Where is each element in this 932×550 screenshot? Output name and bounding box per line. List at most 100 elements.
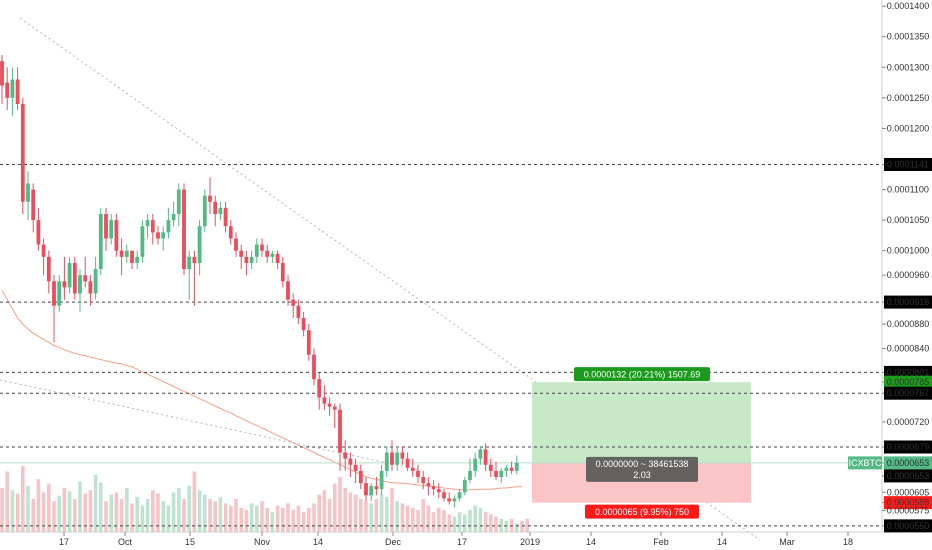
time-axis[interactable]: 17 Oct 15 Nov 14 Dec 17 2019 14 Feb 14 Mar 18 [0,531,882,547]
trend-line-lower[interactable] [0,379,421,471]
volume-bar [525,518,529,532]
volume-bar [239,507,243,532]
candle-body [395,452,400,465]
candle-body [358,470,363,484]
volume-bar [36,479,41,532]
volume-bar [208,499,212,532]
price-label-box [884,519,932,533]
candle-body [327,403,332,407]
time-tick-label: 14 [313,537,323,547]
volume-bar [385,496,389,532]
volume-bar [161,501,165,532]
volume-bar [244,510,249,532]
volume-bar [317,494,321,532]
candle-body [296,305,301,318]
candle-body [98,214,103,270]
candle-body [312,354,316,380]
candle-body [400,452,405,459]
volume-bar [78,481,82,532]
trend-line-upper[interactable] [19,17,761,541]
volume-bar [234,499,238,532]
horizontal-levels [0,163,882,527]
volume-bar [395,501,399,532]
price-tick-label: 0.0001400 [887,1,930,11]
candle-body [499,470,504,477]
candle-body [338,409,342,453]
candle-body [379,470,384,490]
volume-bar [374,499,379,532]
price-label-box [884,440,932,454]
volume-bar [281,507,285,532]
candle-body [488,464,493,471]
volume-bar [10,490,15,532]
candle-body [67,262,72,288]
price-axis[interactable]: 0.0001400 0.0001350 0.0001300 0.0001250 0.00… [881,0,932,533]
volume-bar [333,483,337,532]
candle-body [306,330,311,355]
price-tick-label: 0.0000575 [887,506,930,516]
time-tick-label: Feb [653,537,669,547]
candle-body [317,379,322,398]
volume-bar [307,507,311,532]
volume-bar [437,507,441,532]
candle-body [421,476,426,484]
volume-bar [171,492,176,532]
candle-body [494,470,498,477]
volume-bar [515,523,519,532]
profit-zone[interactable] [532,382,751,463]
volume-bar [275,505,280,532]
volume-bar [265,507,269,532]
volume-bar [130,503,134,532]
volume-bar [296,505,301,532]
volume-bar [47,483,51,532]
candle-body [468,470,472,481]
price-tick-label: 0.0000960 [887,270,930,280]
long-position-tool[interactable] [0,382,882,503]
volume-bar [312,503,316,532]
candle-body [462,480,467,493]
stop-label: 0.0000065 (9.95%) 750 [595,507,689,517]
price-tick-label: 0.0000588 [887,498,930,508]
price-label-box [884,375,932,389]
time-tick-label: 18 [843,537,853,547]
candle-body [78,275,82,294]
volume-bar [249,503,254,532]
time-tick-label: 14 [586,537,596,547]
volume-bar [62,488,67,532]
price-tick-label: 0.0001300 [887,62,930,72]
volume-bar [447,514,451,532]
volume-bar [359,499,363,532]
volume-bar [499,518,503,532]
candle-body [150,220,155,233]
volume-bar [286,503,290,532]
info-label-line2: 2.03 [633,470,651,480]
price-label-box [884,456,932,470]
volume-bar [203,494,207,532]
candle-body [135,256,140,263]
candle-body [478,449,483,459]
volume-bar [187,485,191,532]
volume-bar [452,516,457,532]
volume-bar [151,490,155,532]
price-label-box [884,365,932,379]
volume-bar [405,505,410,532]
volume-bar [327,499,332,532]
volume-bar [119,499,124,532]
candle-body [228,226,233,239]
candle-body [410,467,415,471]
volume-bar [416,510,420,532]
volume-bar [489,514,493,532]
volume-bar [104,501,108,532]
volume-bar [109,494,113,532]
candle-body [161,232,166,239]
symbol-label-box [848,456,882,470]
volume-bar [343,488,347,532]
price-tick-label: 0.0000785 [887,377,930,387]
candle-body [473,458,478,471]
price-tick-label: 0.0001200 [887,123,930,133]
candle-body [176,189,181,215]
price-label-box [884,386,932,400]
price-tick-label: 0.0001000 [887,246,930,256]
price-tick-label: 0.0000550 [887,521,930,531]
